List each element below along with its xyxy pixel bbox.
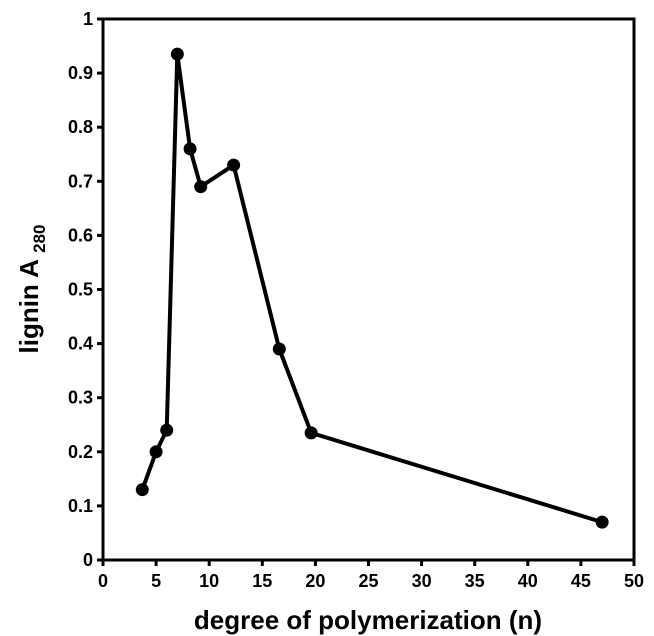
data-point [135,483,149,497]
y-axis-title-subscript: 280 [30,224,49,252]
y-axis-ticks: 0 0.1 0.2 0.3 0.4 0.5 0.6 0.7 0.8 0.9 1 [68,9,103,570]
y-tick-label: 0.6 [68,225,93,245]
data-point [227,158,241,172]
x-tick-label: 15 [252,571,272,591]
data-point [160,423,174,437]
y-tick-label: 0.3 [68,388,93,408]
y-tick-label: 1 [83,9,93,29]
data-point [194,180,208,194]
series-layer [135,47,609,529]
y-tick-label: 0.8 [68,117,93,137]
x-tick-label: 20 [305,571,325,591]
x-tick-label: 50 [624,571,644,591]
x-tick-label: 45 [571,571,591,591]
y-axis-title: lignin A 280 [14,224,49,353]
data-point [149,445,163,459]
x-tick-label: 35 [465,571,485,591]
x-tick-label: 40 [518,571,538,591]
y-tick-label: 0.5 [68,280,93,300]
x-tick-label: 0 [98,571,108,591]
y-tick-label: 0.4 [68,334,93,354]
data-point [183,142,197,156]
series-line [140,52,603,525]
data-point [170,47,184,61]
y-tick-label: 0.9 [68,63,93,83]
y-axis-title-symbol: A [14,259,44,278]
data-point [272,342,286,356]
data-point [304,426,318,440]
data-point [595,515,609,529]
y-tick-label: 0.2 [68,442,93,462]
y-tick-label: 0 [83,550,93,570]
x-axis-title: degree of polymerization (n) [194,605,542,635]
y-tick-label: 0.1 [68,496,93,516]
x-tick-label: 30 [412,571,432,591]
x-tick-label: 25 [358,571,378,591]
x-tick-label: 5 [151,571,161,591]
y-tick-label: 0.7 [68,171,93,191]
y-axis-title-word: lignin [14,284,44,353]
svg-text:lignin A: lignin A 280 [14,224,49,353]
x-axis-ticks: 0 5 10 15 20 25 30 35 40 45 50 [98,560,644,591]
x-tick-label: 10 [199,571,219,591]
